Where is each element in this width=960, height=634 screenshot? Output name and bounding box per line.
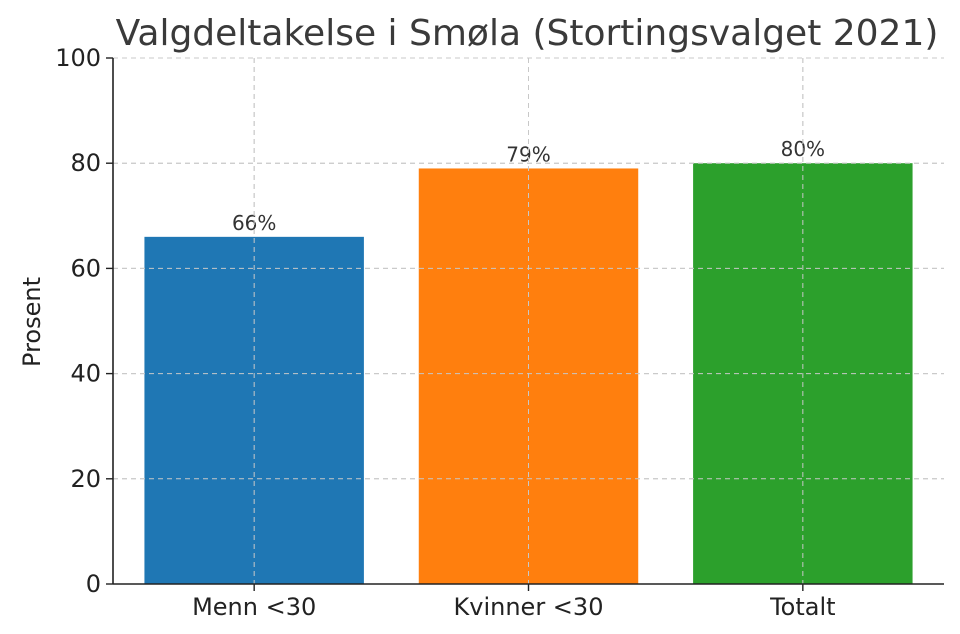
y-tick-label: 100 [55,44,101,72]
axes: 0 20 40 60 80 100 Menn <30 Kvinner <30 Totalt [55,44,944,621]
data-labels: 66%79% 80% [113,58,944,584]
y-tick-label: 60 [70,254,101,282]
y-axis-label: Prosent [18,277,46,367]
x-tick-label: Totalt [769,593,835,621]
y-tick-label: 40 [70,360,101,388]
chart-title: Valgdeltakelse i Smøla (Stortingsvalget … [116,13,939,54]
x-tick-label: Kvinner <30 [454,593,604,621]
y-tick-label: 0 [86,570,101,598]
x-tick-label: Menn <30 [192,593,316,621]
y-tick-label: 20 [70,465,101,493]
data-label: 79% [506,142,550,166]
y-tick-label: 80 [70,149,101,177]
